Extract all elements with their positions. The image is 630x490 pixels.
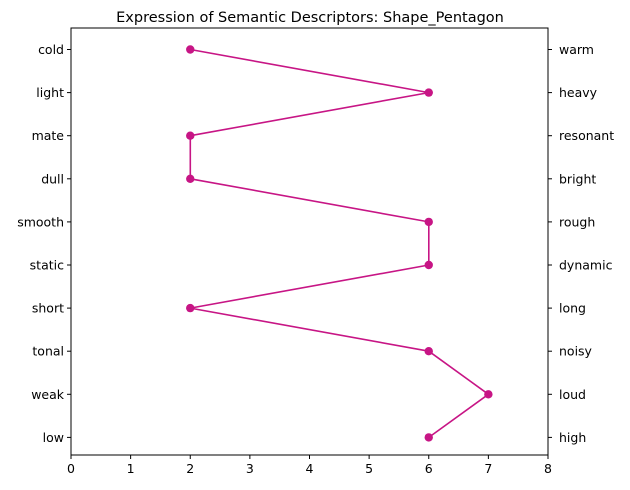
x-tick-label: 0 <box>67 461 75 476</box>
data-point <box>424 347 433 356</box>
left-tick-label: static <box>30 258 64 273</box>
x-axis: 0 1 2 3 4 5 6 7 8 <box>67 455 552 476</box>
right-tick-label: rough <box>559 214 595 229</box>
x-tick-label: 8 <box>544 461 552 476</box>
descriptor-series <box>186 45 493 442</box>
data-point <box>186 45 195 54</box>
left-tick-label: tonal <box>32 344 64 359</box>
right-tick-label: long <box>559 301 586 316</box>
data-point <box>424 88 433 97</box>
left-tick-label: cold <box>38 42 64 57</box>
left-descriptor-axis: cold light mate dull smooth static short tonal w… <box>17 42 71 445</box>
right-descriptor-axis: warm heavy resonant bright rough dynamic long n… <box>548 42 614 445</box>
left-tick-label: low <box>43 430 64 445</box>
left-tick-label: smooth <box>17 214 64 229</box>
data-point <box>484 390 493 399</box>
right-tick-label: warm <box>559 42 594 57</box>
x-tick-label: 4 <box>306 461 314 476</box>
right-tick-label: heavy <box>559 85 598 100</box>
data-point <box>424 433 433 442</box>
left-tick-label: short <box>32 301 64 316</box>
x-tick-label: 3 <box>246 461 254 476</box>
right-tick-label: high <box>559 430 586 445</box>
series-line <box>189 48 490 439</box>
right-tick-label: bright <box>559 171 596 186</box>
right-tick-label: noisy <box>559 344 593 359</box>
plot-frame <box>70 27 549 456</box>
right-tick-label: dynamic <box>559 258 613 273</box>
x-tick-label: 1 <box>127 461 135 476</box>
data-point <box>186 303 195 313</box>
data-point <box>424 260 433 270</box>
x-tick-label: 2 <box>186 461 194 476</box>
x-tick-label: 6 <box>425 461 433 476</box>
data-point <box>186 131 195 140</box>
data-point <box>424 217 433 227</box>
x-tick-label: 5 <box>365 461 373 476</box>
left-tick-label: mate <box>32 128 65 143</box>
right-tick-label: resonant <box>559 128 614 143</box>
right-tick-label: loud <box>559 387 586 402</box>
chart-title: Expression of Semantic Descriptors: Shap… <box>116 10 504 26</box>
left-tick-label: light <box>36 85 64 100</box>
data-point <box>186 174 195 183</box>
left-tick-label: weak <box>31 387 65 402</box>
left-tick-label: dull <box>41 171 64 186</box>
x-tick-label: 7 <box>484 461 492 476</box>
